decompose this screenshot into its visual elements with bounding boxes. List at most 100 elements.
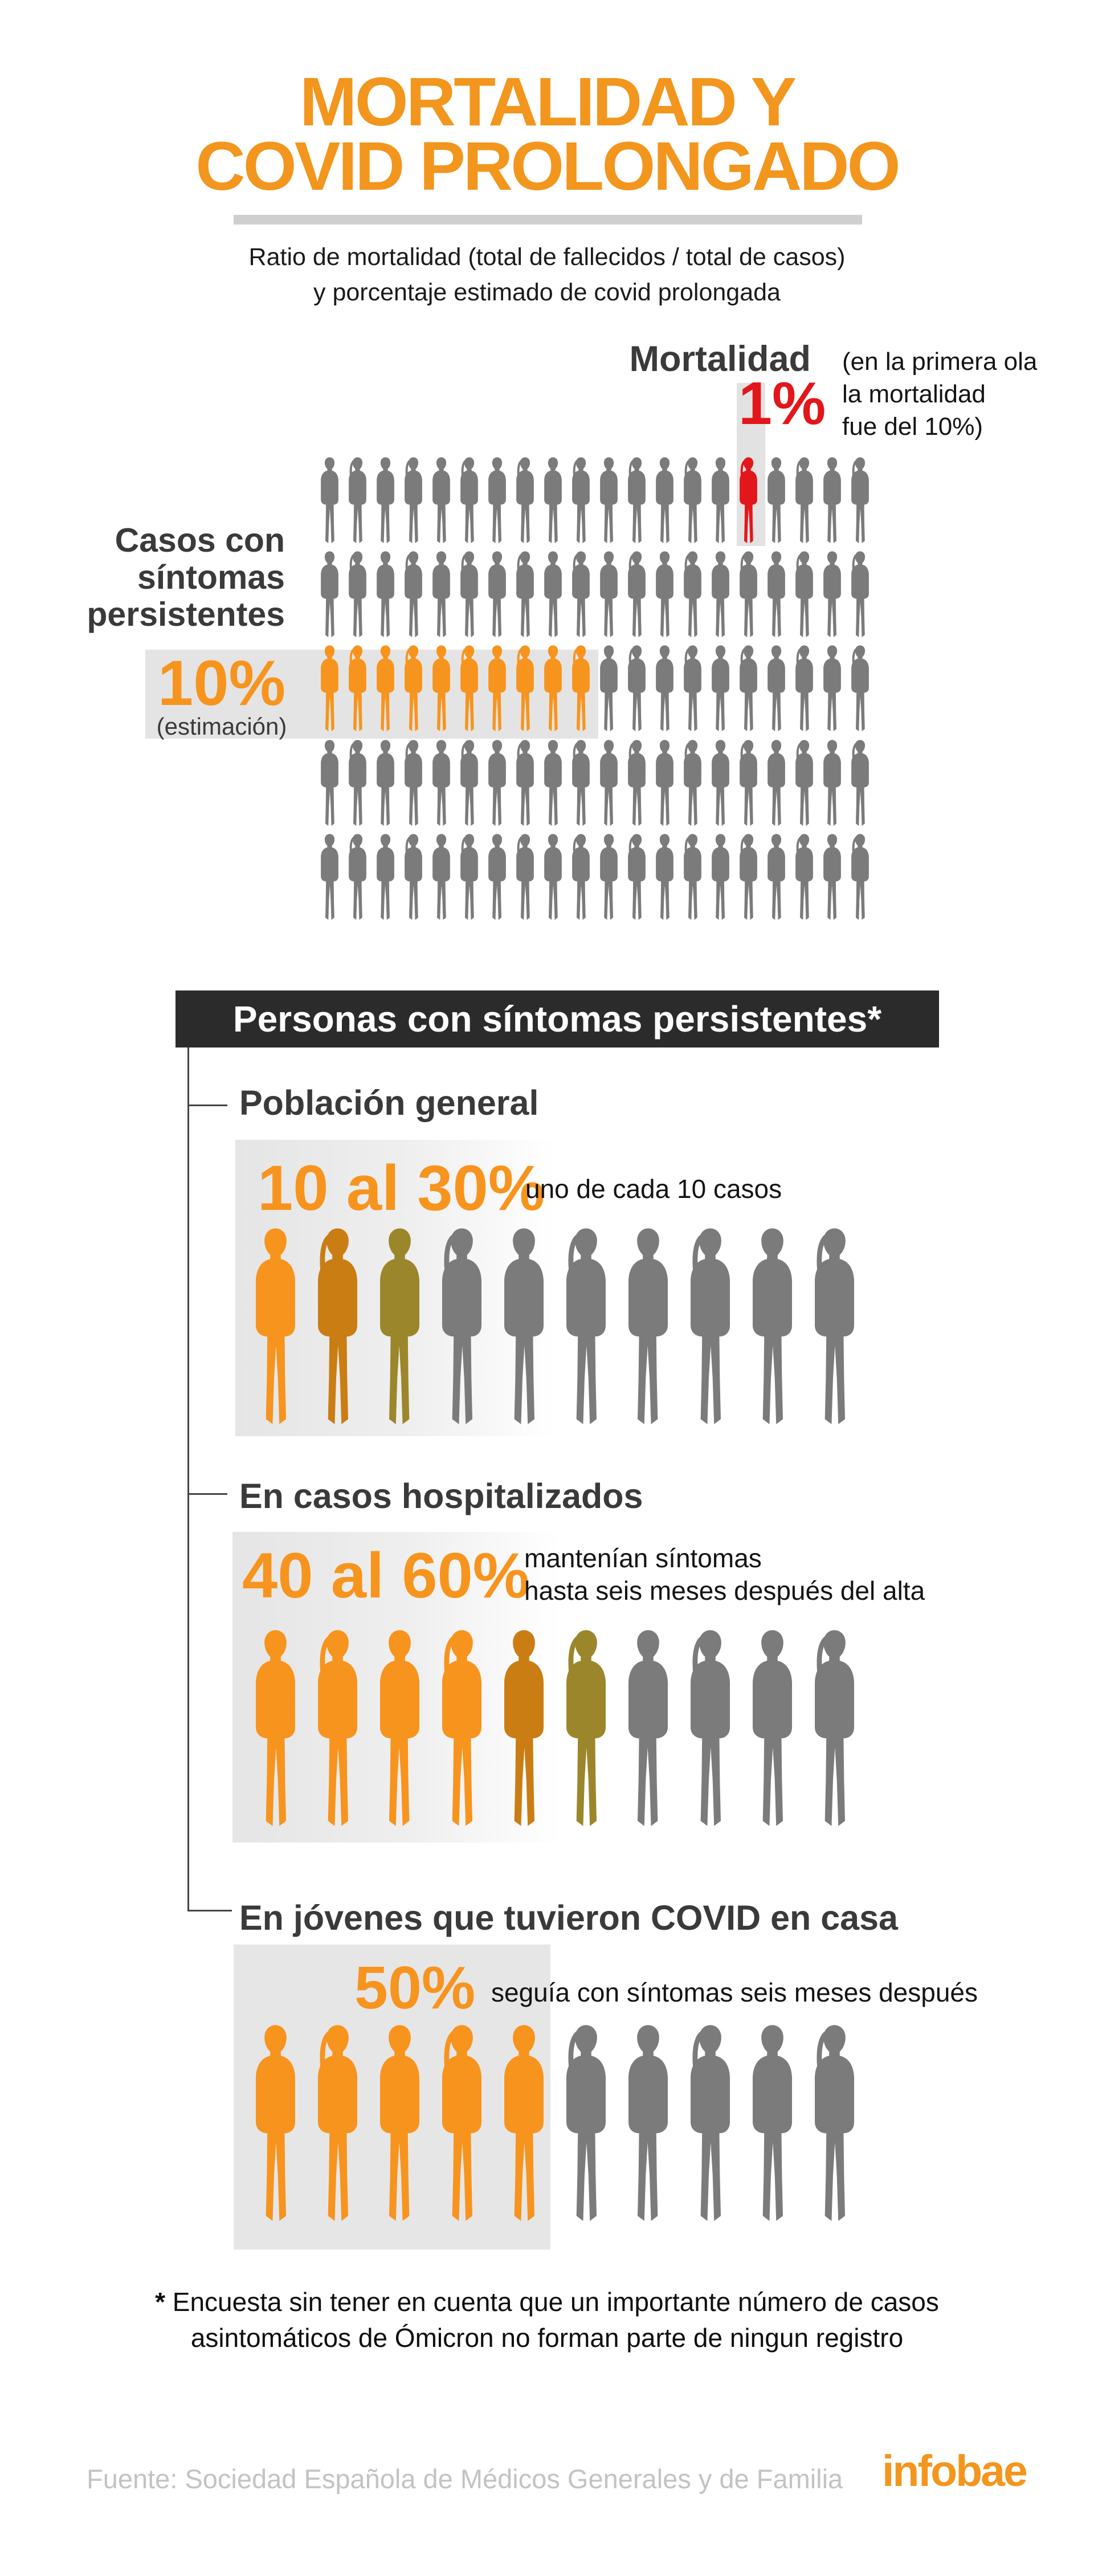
- person-icon: [568, 739, 594, 828]
- persistent-cases-label-line2: síntomas: [137, 559, 285, 596]
- person-icon: [681, 1225, 739, 1429]
- footnote-line1-text: Encuesta sin tener en cuenta que un impo…: [172, 2287, 939, 2317]
- person-icon: [596, 739, 622, 828]
- person-icon: [819, 550, 845, 639]
- page-title: MORTALIDAD Y COVID PROLONGADO: [0, 63, 1094, 201]
- crowd-row-2: [317, 550, 873, 639]
- mortality-note: (en la primera ola la mortalidad fue del…: [842, 345, 1081, 443]
- person-icon: [596, 550, 622, 639]
- subtitle-line1: Ratio de mortalidad (total de fallecidos…: [248, 243, 846, 271]
- person-icon: [744, 1225, 801, 1429]
- section2-description-line1: mantenían síntomas: [524, 1543, 762, 1573]
- person-icon: [764, 456, 789, 545]
- person-icon: [764, 644, 789, 733]
- person-icon: [557, 1627, 615, 1831]
- person-icon: [652, 550, 677, 639]
- person-icon: [484, 833, 510, 922]
- person-icon: [819, 739, 845, 828]
- page-title-line1: MORTALIDAD Y: [299, 63, 797, 140]
- section3-value: 50%: [354, 1954, 476, 2021]
- person-icon: [540, 833, 566, 922]
- person-icon: [624, 833, 650, 922]
- mortality-note-line1: (en la primera ola: [842, 348, 1038, 376]
- person-icon: [680, 456, 705, 545]
- person-icon: [401, 644, 426, 733]
- connector-tick-1: [187, 1104, 227, 1106]
- person-icon: [680, 833, 705, 922]
- person-icon: [495, 1627, 553, 1831]
- section2-description: mantenían síntomas hasta seis meses desp…: [524, 1542, 925, 1607]
- subtitle-line2: y porcentaje estimado de covid prolongad…: [313, 279, 781, 306]
- person-icon: [624, 739, 650, 828]
- person-icon: [652, 456, 677, 545]
- person-icon: [484, 644, 510, 733]
- person-icon: [247, 2022, 304, 2226]
- person-icon: [652, 833, 677, 922]
- person-icon: [819, 456, 845, 545]
- person-icon: [373, 456, 398, 545]
- person-icon: [433, 1627, 491, 1831]
- person-icon: [512, 739, 538, 828]
- person-icon: [568, 644, 594, 733]
- person-icon: [791, 833, 817, 922]
- person-icon: [736, 644, 761, 733]
- section3-description: seguía con síntomas seis meses después: [491, 1976, 978, 2009]
- person-icon: [428, 550, 454, 639]
- mortality-value: 1%: [738, 370, 826, 437]
- subtitle: Ratio de mortalidad (total de fallecidos…: [0, 239, 1094, 310]
- person-icon: [428, 739, 454, 828]
- person-icon: [433, 2022, 491, 2226]
- person-icon: [736, 456, 761, 545]
- person-icon: [540, 550, 566, 639]
- source-credit: Fuente: Sociedad Española de Médicos Gen…: [87, 2464, 843, 2494]
- person-icon: [624, 550, 650, 639]
- person-icon: [568, 456, 594, 545]
- mortality-note-line2: la mortalidad: [842, 380, 986, 408]
- crowd-row-4: [317, 739, 873, 828]
- section1-description: uno de cada 10 casos: [525, 1173, 782, 1205]
- person-icon: [596, 833, 622, 922]
- person-icon: [484, 456, 510, 545]
- person-icon: [373, 644, 398, 733]
- person-icon: [401, 550, 426, 639]
- person-icon: [401, 456, 426, 545]
- section1-description-line1: uno de cada 10 casos: [525, 1174, 782, 1204]
- person-icon: [764, 739, 789, 828]
- person-icon: [456, 833, 482, 922]
- person-icon: [847, 833, 873, 922]
- person-icon: [540, 644, 566, 733]
- person-icon: [309, 2022, 366, 2226]
- person-icon: [433, 1225, 491, 1429]
- person-icon: [484, 550, 510, 639]
- person-icon: [345, 644, 370, 733]
- section-banner: Personas con síntomas persistentes*: [175, 991, 939, 1047]
- connector-vertical-line: [187, 1047, 189, 1911]
- person-icon: [736, 833, 761, 922]
- person-icon: [456, 550, 482, 639]
- person-icon: [791, 739, 817, 828]
- person-icon: [596, 644, 622, 733]
- person-icon: [373, 833, 398, 922]
- section1-figures: [247, 1225, 863, 1429]
- person-icon: [345, 739, 370, 828]
- person-icon: [428, 456, 454, 545]
- person-icon: [428, 833, 454, 922]
- persistent-cases-label: Casos con síntomas persistentes: [62, 522, 285, 633]
- person-icon: [708, 739, 733, 828]
- person-icon: [317, 644, 342, 733]
- crowd-row-5: [317, 833, 873, 922]
- person-icon: [736, 550, 761, 639]
- person-icon: [371, 1627, 428, 1831]
- mortality-label: Mortalidad: [629, 339, 811, 379]
- person-icon: [847, 739, 873, 828]
- section2-figures: [247, 1627, 863, 1831]
- persistent-value-note: (estimación): [156, 713, 287, 740]
- person-icon: [512, 644, 538, 733]
- person-icon: [619, 1225, 677, 1429]
- person-icon: [791, 550, 817, 639]
- connector-tick-3: [187, 1910, 232, 1911]
- person-icon: [847, 550, 873, 639]
- person-icon: [371, 2022, 428, 2226]
- person-icon: [744, 2022, 801, 2226]
